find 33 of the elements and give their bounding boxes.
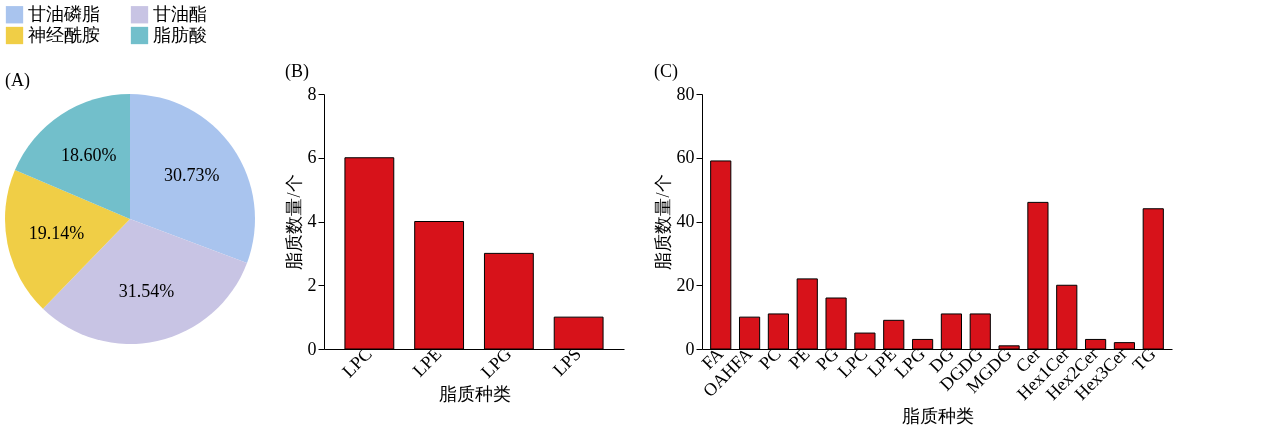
data-label: 31.54% (118, 281, 175, 302)
x-axis-title: 脂质种类 (438, 383, 511, 404)
x-tick-label: LPC (338, 343, 376, 382)
x-axis-title: 脂质种类 (901, 405, 974, 426)
y-tick-label: 0 (307, 338, 317, 359)
y-tick-label: 60 (676, 147, 695, 168)
legend-label: 甘油磷脂 (28, 3, 100, 24)
y-tick-label: 8 (307, 83, 317, 104)
pie-slice (130, 94, 255, 264)
x-tick-label: LPE (408, 343, 446, 381)
data-label: 18.60% (60, 145, 117, 166)
y-tick-label: 6 (307, 147, 317, 168)
pie-slice (14, 94, 130, 219)
data-label: 19.14% (28, 222, 85, 243)
legend-label: 甘油酯 (153, 3, 207, 24)
x-tick-label: LPG (477, 343, 516, 382)
legend-label: 神经酰胺 (28, 24, 100, 45)
y-axis-title: 脂质数量/个 (652, 174, 673, 270)
data-label: 30.73% (163, 165, 220, 186)
y-tick-label: 0 (685, 338, 695, 359)
text: (A) (5, 70, 30, 91)
y-tick-label: 4 (307, 211, 317, 231)
x-tick-label: TG (1128, 343, 1160, 375)
x-tick-label: PE (784, 343, 814, 373)
y-tick-label: 20 (676, 274, 695, 295)
y-axis-title: 脂质数量/个 (283, 174, 304, 270)
legend-label: 脂肪酸 (153, 24, 207, 45)
chart-title: (C) (654, 61, 678, 82)
y-tick-label: 2 (307, 274, 317, 295)
y-tick-label: 80 (676, 83, 695, 104)
x-tick-label: LPS (548, 343, 586, 380)
y-tick-label: 40 (676, 211, 695, 231)
chart-title: (B) (285, 61, 309, 82)
